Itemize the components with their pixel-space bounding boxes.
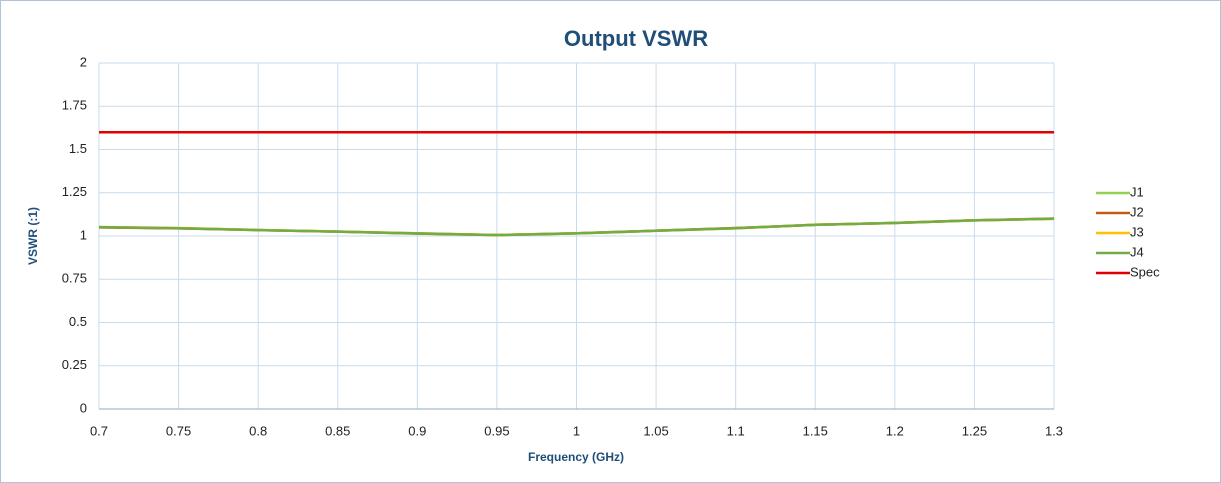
x-tick-label: 1.25 xyxy=(962,423,987,438)
x-tick-label: 0.8 xyxy=(249,423,267,438)
x-tick-label: 0.85 xyxy=(325,423,350,438)
x-tick-label: 0.9 xyxy=(408,423,426,438)
legend-label: J3 xyxy=(1130,224,1144,239)
x-tick-label: 1.3 xyxy=(1045,423,1063,438)
x-tick-label: 1 xyxy=(573,423,580,438)
chart-title: Output VSWR xyxy=(564,26,708,51)
y-tick-label: 0.25 xyxy=(62,357,87,372)
y-tick-label: 0.75 xyxy=(62,271,87,286)
y-tick-label: 1 xyxy=(80,227,87,242)
x-axis-label: Frequency (GHz) xyxy=(528,450,624,464)
y-tick-label: 1.75 xyxy=(62,98,87,113)
x-tick-label: 1.05 xyxy=(643,423,668,438)
legend-label: Spec xyxy=(1130,264,1160,279)
legend-label: J2 xyxy=(1130,204,1144,219)
legend-label: J4 xyxy=(1130,244,1144,259)
x-tick-label: 1.1 xyxy=(727,423,745,438)
y-tick-label: 2 xyxy=(80,54,87,69)
series-line xyxy=(98,217,1055,237)
y-tick-label: 0 xyxy=(80,400,87,415)
x-tick-label: 0.95 xyxy=(484,423,509,438)
y-tick-label: 1.25 xyxy=(62,184,87,199)
legend-label: J1 xyxy=(1130,184,1144,199)
y-tick-label: 0.5 xyxy=(69,314,87,329)
x-tick-label: 1.2 xyxy=(886,423,904,438)
x-tick-label: 0.7 xyxy=(90,423,108,438)
x-tick-label: 0.75 xyxy=(166,423,191,438)
y-axis-label: VSWR (:1) xyxy=(26,207,40,265)
y-tick-label: 1.5 xyxy=(69,141,87,156)
x-tick-label: 1.15 xyxy=(803,423,828,438)
